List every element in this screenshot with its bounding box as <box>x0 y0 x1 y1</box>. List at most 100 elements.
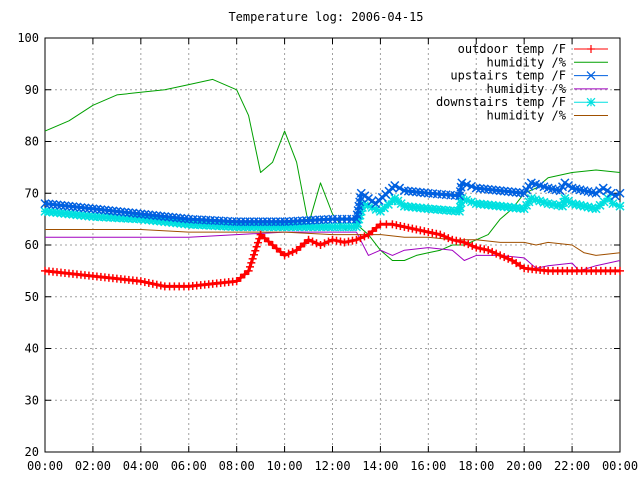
series-line <box>45 231 621 272</box>
axes: 20 30 40 50 60 70 80 90 100 00:00 02:00 04:00 06:00 0… <box>17 31 638 473</box>
data-point <box>253 238 262 247</box>
data-point <box>598 183 608 193</box>
x-tick-label: 10:00 <box>267 459 303 473</box>
data-point <box>395 183 405 193</box>
chart-title: Temperature log: 2006-04-15 <box>228 10 423 24</box>
y-tick-label: 60 <box>25 238 39 252</box>
data-point <box>260 234 269 243</box>
x-tick-label: 00:00 <box>27 459 63 473</box>
data-point <box>320 239 329 248</box>
y-tick-label: 20 <box>25 445 39 459</box>
data-point <box>148 279 157 288</box>
data-point <box>504 254 513 263</box>
plot-frame <box>44 37 621 453</box>
legend-entry: humidity /% <box>487 82 608 96</box>
data-point <box>245 262 254 271</box>
data-point <box>316 241 325 249</box>
data-point <box>144 278 153 287</box>
data-point <box>408 224 417 233</box>
data-point <box>444 234 453 243</box>
y-tick-label: 40 <box>25 342 39 356</box>
data-point <box>328 235 337 244</box>
y-tick-label: 100 <box>17 31 39 45</box>
data-point <box>312 239 321 248</box>
data-point <box>248 254 257 263</box>
data-point <box>488 247 497 256</box>
data-point <box>140 278 149 287</box>
data-point <box>268 241 277 249</box>
series-4 <box>45 231 621 272</box>
data-point <box>428 228 437 237</box>
legend-marker <box>586 71 596 81</box>
series-layer <box>40 78 625 291</box>
data-point <box>240 270 249 279</box>
data-point <box>472 243 481 252</box>
data-point <box>272 244 281 253</box>
data-point <box>356 234 365 243</box>
data-point <box>390 180 400 191</box>
data-point <box>476 244 485 253</box>
legend-label: downstairs temp /F <box>436 95 566 109</box>
data-point <box>496 251 505 260</box>
data-point <box>236 273 245 282</box>
data-point <box>616 266 624 275</box>
x-tick-label: 18:00 <box>458 459 494 473</box>
data-point <box>348 236 357 245</box>
data-point <box>412 225 421 234</box>
data-point <box>610 191 620 201</box>
data-point <box>304 235 313 244</box>
series-1 <box>41 220 624 291</box>
data-point <box>416 226 425 235</box>
data-point <box>420 227 429 236</box>
data-point <box>464 240 473 249</box>
data-point <box>404 223 413 232</box>
data-point <box>276 247 285 256</box>
data-point <box>500 253 509 262</box>
legend-entry: downstairs temp /F <box>436 95 608 109</box>
data-point <box>364 230 373 239</box>
data-point <box>244 266 253 275</box>
legend-marker <box>587 45 595 53</box>
data-point <box>288 247 297 256</box>
series-line <box>45 229 621 256</box>
data-point <box>136 277 145 286</box>
series-3 <box>40 178 625 227</box>
y-tick-label: 70 <box>25 186 39 200</box>
series-6 <box>45 229 621 256</box>
legend-label: upstairs temp /F <box>450 69 566 83</box>
data-point <box>344 237 353 246</box>
data-point <box>456 237 465 246</box>
data-point <box>396 222 405 231</box>
data-point <box>360 232 369 241</box>
legend-label: humidity /% <box>487 109 567 123</box>
data-point <box>252 242 261 251</box>
legend-entry: upstairs temp /F <box>450 69 608 83</box>
data-point <box>400 222 409 231</box>
legend-entry: humidity /% <box>487 109 608 123</box>
data-point <box>606 188 616 198</box>
data-point <box>615 188 625 198</box>
data-point <box>460 238 469 247</box>
data-point <box>292 246 301 255</box>
data-point <box>462 180 472 190</box>
data-point <box>480 245 489 254</box>
grid <box>45 38 620 452</box>
data-point <box>441 205 451 215</box>
data-point <box>251 246 260 255</box>
data-point <box>466 181 476 191</box>
data-point <box>280 251 289 260</box>
x-tick-label: 16:00 <box>410 459 446 473</box>
data-point <box>392 221 401 230</box>
data-point <box>352 235 361 244</box>
data-point <box>156 281 165 290</box>
data-point <box>468 241 477 250</box>
data-point <box>436 230 445 239</box>
data-point <box>336 237 345 246</box>
data-point <box>264 237 273 246</box>
data-point <box>296 242 305 251</box>
x-tick-label: 08:00 <box>219 459 255 473</box>
data-point <box>432 229 441 238</box>
data-point <box>428 204 438 214</box>
